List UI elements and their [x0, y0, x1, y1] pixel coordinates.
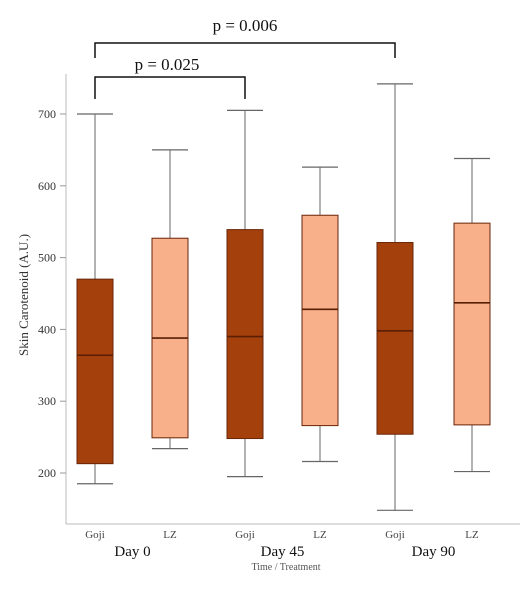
category-labels: Goji LZ Goji LZ Goji LZ	[85, 529, 479, 541]
group-label: Day 45	[261, 544, 305, 560]
bracket-line	[94, 76, 246, 99]
category-label: Goji	[85, 529, 105, 541]
y-tick-label: 300	[38, 394, 56, 408]
group-label: Day 0	[114, 544, 150, 560]
category-label: Goji	[235, 529, 255, 541]
iqr-box	[301, 214, 339, 427]
p-value-label: p = 0.025	[135, 55, 200, 74]
p-value-bracket: p = 0.006	[94, 16, 396, 58]
iqr-box	[226, 229, 264, 440]
group-labels: Day 0 Day 45 Day 90	[114, 544, 455, 560]
y-axis-title: Skin Carotenoid (A.U.)	[16, 234, 31, 356]
bracket-line	[94, 42, 396, 58]
category-label: Goji	[385, 529, 405, 541]
x-axis-title: Time / Treatment	[251, 562, 320, 573]
y-tick-label: 600	[38, 179, 56, 193]
y-tick-label: 400	[38, 322, 56, 336]
box-goji-day-90	[376, 83, 414, 511]
iqr-box	[453, 222, 491, 426]
category-label: LZ	[465, 529, 479, 541]
category-label: LZ	[313, 529, 327, 541]
iqr-box	[76, 278, 114, 465]
y-tick-label: 700	[38, 107, 56, 121]
category-label: LZ	[163, 529, 177, 541]
p-value-label: p = 0.006	[213, 16, 278, 35]
box-lz-day-90	[453, 157, 491, 473]
box-lz-day-0	[151, 149, 189, 450]
boxes-layer	[76, 83, 491, 511]
group-label: Day 90	[412, 544, 456, 560]
box-goji-day-0	[76, 113, 114, 485]
y-ticks: 200 300 400 500 600 700	[38, 107, 66, 480]
significance-annotations: p = 0.006 p = 0.025	[94, 16, 396, 99]
y-tick-label: 200	[38, 466, 56, 480]
box-goji-day-45	[226, 109, 264, 478]
y-tick-label: 500	[38, 251, 56, 265]
box-lz-day-45	[301, 166, 339, 463]
p-value-bracket: p = 0.025	[94, 55, 246, 99]
iqr-box	[376, 242, 414, 435]
